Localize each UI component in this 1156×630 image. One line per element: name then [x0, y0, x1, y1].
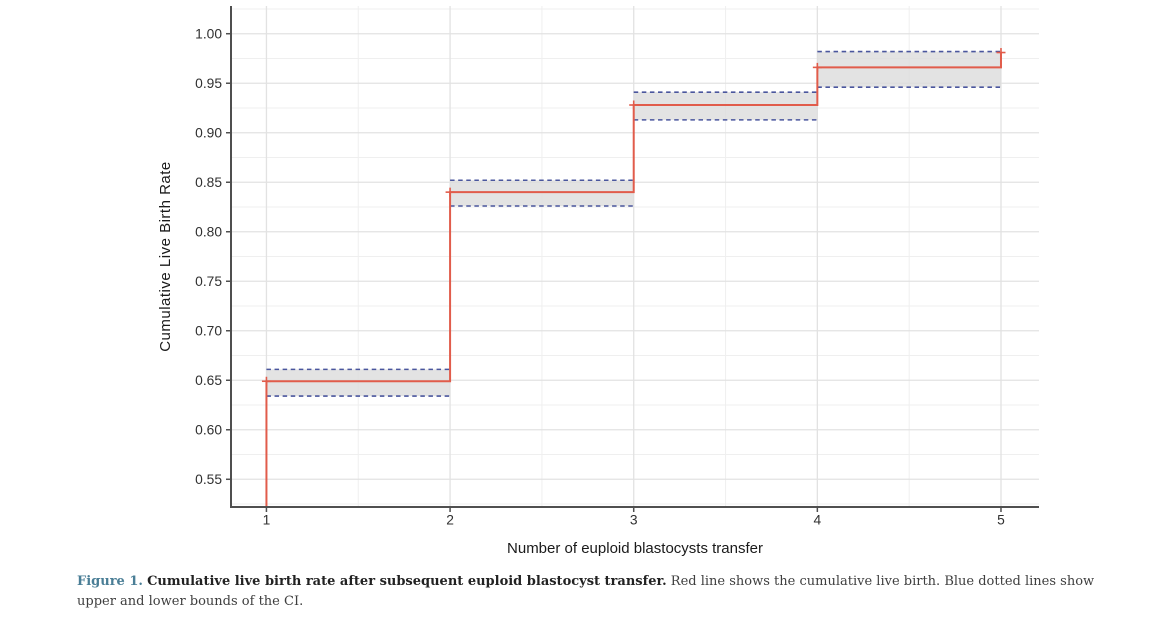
y-tick-label: 0.65 [195, 373, 222, 388]
x-tick-label: 3 [630, 513, 638, 528]
x-tick-label: 2 [446, 513, 454, 528]
x-tick-label: 5 [997, 513, 1005, 528]
y-tick-label: 1.00 [195, 26, 222, 41]
x-axis-title: Number of euploid blastocysts transfer [507, 540, 763, 557]
x-tick-label: 1 [263, 513, 271, 528]
x-tick-label: 4 [814, 513, 822, 528]
y-tick-label: 0.95 [195, 76, 222, 91]
y-tick-label: 0.60 [195, 422, 222, 437]
y-tick-label: 0.85 [195, 175, 222, 190]
y-tick-label: 0.80 [195, 224, 222, 239]
y-axis-title: Cumulative Live Birth Rate [157, 161, 174, 352]
caption-title: Cumulative live birth rate after subsequ… [147, 574, 667, 589]
survival-step-line [265, 52, 1002, 507]
y-tick-label: 0.55 [195, 472, 222, 487]
y-tick-label: 0.75 [195, 274, 222, 289]
figure-label: Figure 1. [77, 574, 143, 589]
caption-body: Red line shows the cumulative live birth… [77, 574, 1095, 609]
y-tick-label: 0.90 [195, 125, 222, 140]
cumulative-live-birth-step-chart: 0.55 0.60 0.65 0.70 0.75 0.80 0.85 0.90 0.95 1.00… [157, 6, 1039, 557]
ci-band [266, 369, 451, 397]
figure-caption: Figure 1. Cumulative live birth rate aft… [77, 572, 1109, 612]
y-tick-label: 0.70 [195, 323, 222, 338]
ci-band [817, 51, 1001, 88]
